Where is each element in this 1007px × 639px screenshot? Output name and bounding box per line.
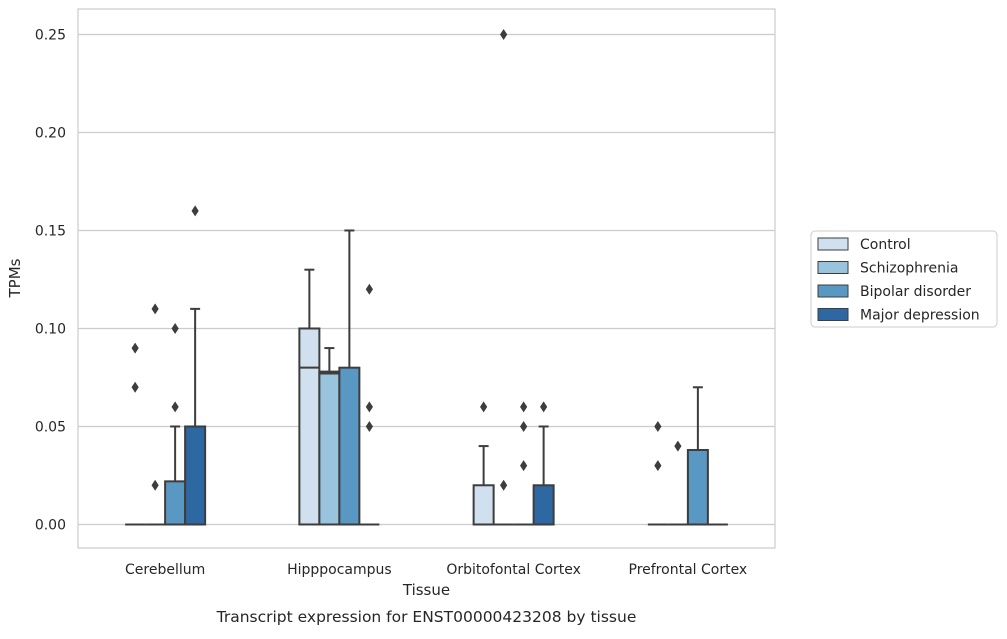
y-tick-label: 0.00 (35, 517, 66, 533)
legend-label: Schizophrenia (860, 261, 958, 277)
x-axis-label: Tissue (402, 581, 450, 599)
outlier-point (674, 440, 682, 452)
outlier-point (151, 303, 159, 315)
box-0-2 (164, 322, 187, 526)
outlier-point (520, 401, 528, 413)
box-1-0 (298, 268, 321, 526)
box-body (184, 425, 207, 526)
box-0-1 (145, 303, 166, 526)
y-axis-label: TPMs (6, 258, 24, 298)
outlier-point (365, 283, 373, 295)
legend-label: Major depression (860, 308, 980, 324)
box-body (164, 480, 187, 526)
box-1-1 (318, 347, 341, 526)
x-tick-label: Cerebellum (125, 562, 205, 578)
box-2-2 (513, 401, 534, 526)
box-3-1 (667, 440, 688, 526)
box-2-1 (493, 28, 514, 526)
box-1-2 (338, 229, 361, 526)
box-3-2 (686, 386, 709, 526)
outlier-point (500, 28, 508, 40)
outlier-point (191, 205, 199, 217)
box-0-3 (184, 205, 207, 526)
x-tick-label: Orbitofontal Cortex (446, 562, 581, 578)
legend-swatch (817, 284, 849, 298)
legend-swatch (817, 237, 849, 251)
box-body (686, 449, 709, 526)
outlier-point (365, 420, 373, 432)
outlier-point (171, 401, 179, 413)
x-tick-label: Hipppocampus (287, 562, 392, 578)
y-tick-label: 0.10 (35, 321, 66, 337)
outlier-point (131, 342, 139, 354)
x-tick-label: Prefrontal Cortex (629, 562, 748, 578)
box-2-3 (532, 401, 555, 526)
legend-swatch (817, 308, 849, 321)
outlier-point (171, 322, 179, 334)
box-2-0 (472, 401, 495, 526)
box-3-0 (647, 420, 668, 526)
outlier-point (520, 460, 528, 472)
outlier-point (151, 479, 159, 491)
outlier-point (654, 420, 662, 432)
box-body (318, 370, 341, 526)
legend-label: Bipolar disorder (860, 284, 971, 300)
outlier-point (131, 381, 139, 393)
box-body (532, 484, 555, 526)
legend: Control Schizophrenia Bipolar disorder Majo… (810, 230, 998, 328)
outlier-point (540, 401, 548, 413)
y-tick-label: 0.25 (35, 27, 66, 43)
outlier-point (480, 401, 488, 413)
box-0-0 (125, 342, 146, 526)
y-tick-labels: 0.00 0.05 0.10 0.15 0.20 0.25 (35, 27, 66, 533)
box-body (472, 484, 495, 526)
boxes (125, 28, 728, 526)
outlier-point (654, 460, 662, 472)
outlier-point (365, 401, 373, 413)
plot-area (77, 8, 776, 549)
outlier-point (520, 420, 528, 432)
legend-label: Control (860, 237, 911, 253)
box-body (338, 366, 361, 526)
y-tick-label: 0.20 (35, 125, 66, 141)
legend-frame (810, 230, 998, 328)
outlier-point (500, 479, 508, 491)
y-tick-label: 0.05 (35, 419, 66, 435)
box-body (298, 327, 321, 526)
chart-caption: Transcript expression for ENST0000042320… (216, 608, 637, 626)
x-tick-labels: Cerebellum Hipppocampus Orbitofontal Corte… (125, 562, 747, 578)
legend-swatch (817, 261, 849, 274)
y-tick-label: 0.15 (35, 223, 66, 239)
box-1-3 (359, 283, 380, 526)
